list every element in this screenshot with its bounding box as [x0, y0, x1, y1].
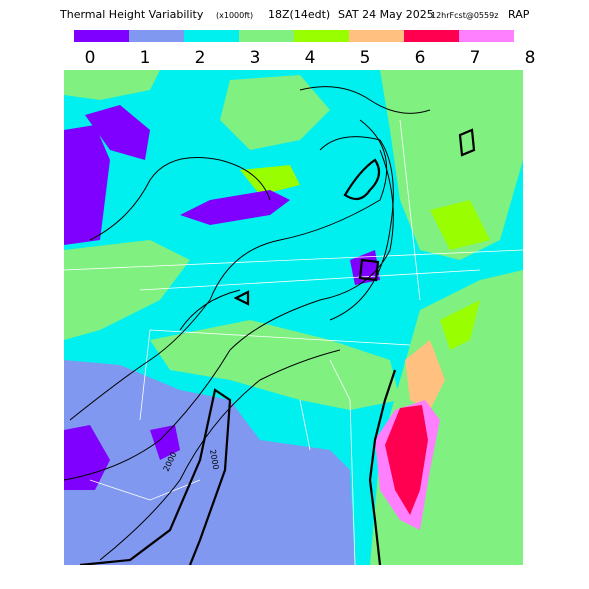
- legend: 0 1 2 3 4 5 6 7 8: [74, 30, 535, 68]
- valid-time: 18Z(14edt): [268, 8, 330, 21]
- field-4: [240, 165, 300, 195]
- field-0: [85, 105, 150, 160]
- legend-label: 7: [470, 48, 481, 68]
- date: SAT 24 May 2025: [338, 8, 434, 21]
- field-4: [440, 300, 480, 350]
- field-3: [150, 320, 400, 410]
- state-borders: [64, 119, 523, 565]
- legend-swatch: [349, 30, 404, 42]
- legend-label: 6: [415, 48, 426, 68]
- contour: [89, 86, 431, 331]
- legend-label: 0: [85, 48, 96, 68]
- legend-label: 4: [305, 48, 316, 68]
- field-3: [220, 75, 330, 150]
- legend-label: 1: [140, 48, 151, 68]
- model: RAP: [508, 8, 530, 21]
- field-0: [64, 425, 110, 490]
- field-1: [64, 360, 355, 565]
- legend-label: 3: [250, 48, 261, 68]
- legend-label: 5: [360, 48, 371, 68]
- legend-swatch: [294, 30, 349, 42]
- contour: [99, 349, 341, 561]
- field-6: [385, 405, 428, 515]
- legend-swatch: [184, 30, 239, 42]
- legend-swatch: [74, 30, 129, 42]
- contour-label: 2000: [208, 449, 220, 471]
- field-4: [430, 200, 490, 250]
- legend-swatch: [239, 30, 294, 42]
- contour-closed: [233, 128, 476, 306]
- legend-label: 8: [525, 48, 536, 68]
- legend-label: 2: [195, 48, 206, 68]
- contour: [64, 149, 394, 481]
- contour-2000: [79, 388, 232, 565]
- forecast: 12hrFcst@0559z: [431, 11, 498, 20]
- title: Thermal Height Variability: [59, 8, 204, 21]
- field-0: [180, 190, 290, 225]
- contour: [69, 119, 388, 421]
- contour-2000: [368, 369, 397, 565]
- legend-swatch: [129, 30, 184, 42]
- units: (x1000ft): [216, 11, 253, 20]
- legend-swatch: [459, 30, 514, 42]
- map: 2000 2000: [64, 70, 523, 565]
- field-3: [64, 70, 160, 100]
- field-3: [380, 70, 523, 260]
- field-0: [64, 125, 110, 245]
- legend-swatch: [404, 30, 459, 42]
- field-0: [150, 425, 180, 460]
- field-5: [405, 340, 445, 410]
- field-3: [64, 240, 190, 340]
